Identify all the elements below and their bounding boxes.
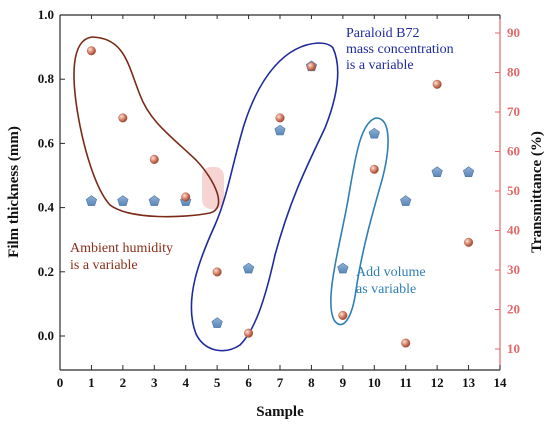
x-tick-label: 1 xyxy=(88,375,95,390)
y-right-tick-label: 40 xyxy=(507,223,520,238)
thickness-point xyxy=(368,127,380,139)
thickness-point xyxy=(242,262,255,274)
y-left-tick-label: 0.4 xyxy=(38,200,55,215)
b72-group-outline xyxy=(190,42,339,352)
thickness-point xyxy=(431,166,443,178)
thickness-point xyxy=(400,195,412,206)
transmittance-point xyxy=(464,237,474,247)
transmittance-point xyxy=(275,113,285,123)
x-tick-label: 2 xyxy=(120,375,127,390)
humidity-annotation: Ambient humidity is a variable xyxy=(70,241,177,273)
thickness-point xyxy=(274,124,286,136)
thickness-point xyxy=(85,195,98,206)
transmittance-point xyxy=(181,192,191,202)
x-tick-label: 11 xyxy=(400,375,412,390)
y-right-tick-label: 20 xyxy=(507,302,520,317)
thickness-point xyxy=(462,166,475,178)
transmittance-point xyxy=(212,267,222,277)
right-axis-title: Transmittance (%) xyxy=(529,131,545,253)
transmittance-point xyxy=(244,328,254,338)
x-tick-label: 3 xyxy=(151,375,158,390)
transmittance-point xyxy=(306,62,316,72)
thickness-point xyxy=(148,195,160,206)
y-right-tick-label: 30 xyxy=(507,262,520,277)
x-tick-label: 10 xyxy=(368,375,381,390)
y-left-tick-label: 1.0 xyxy=(38,7,54,22)
volume-group-outline xyxy=(330,117,389,326)
thickness-point xyxy=(337,262,349,274)
b72-annotation: Paraloid B72 mass concentration is a var… xyxy=(346,26,457,73)
transmittance-point xyxy=(118,113,128,123)
volume-annotation: Add volume as variable xyxy=(356,265,429,297)
left-axis-title: Film thickness (mm) xyxy=(6,126,22,258)
x-tick-label: 7 xyxy=(277,375,284,390)
humidity-group-outline xyxy=(73,36,220,218)
transmittance-point xyxy=(149,154,159,164)
x-axis-title: Sample xyxy=(256,404,304,420)
x-tick-label: 13 xyxy=(462,375,476,390)
transmittance-point xyxy=(338,310,348,320)
y-right-tick-label: 70 xyxy=(507,104,520,119)
x-tick-label: 14 xyxy=(494,375,508,390)
x-tick-label: 0 xyxy=(57,375,64,390)
sample-4-highlight xyxy=(202,167,224,209)
x-tick-label: 5 xyxy=(214,375,221,390)
y-left-tick-label: 0.8 xyxy=(38,71,55,86)
x-tick-label: 12 xyxy=(431,375,444,390)
y-left-tick-label: 0.0 xyxy=(38,328,54,343)
transmittance-point xyxy=(86,46,96,56)
y-left-tick-label: 0.6 xyxy=(38,135,55,150)
x-tick-label: 9 xyxy=(340,375,347,390)
transmittance-point xyxy=(401,338,411,348)
y-right-tick-label: 90 xyxy=(507,25,520,40)
x-tick-label: 6 xyxy=(245,375,252,390)
x-tick-label: 4 xyxy=(182,375,189,390)
x-tick-label: 8 xyxy=(308,375,315,390)
y-right-tick-label: 60 xyxy=(507,144,520,159)
transmittance-point xyxy=(432,79,442,89)
thickness-point xyxy=(211,317,223,328)
y-left-tick-label: 0.2 xyxy=(38,264,54,279)
y-right-tick-label: 80 xyxy=(507,65,520,80)
thickness-point xyxy=(117,195,129,206)
y-right-tick-label: 10 xyxy=(507,341,520,356)
transmittance-point xyxy=(369,164,379,174)
y-right-tick-label: 50 xyxy=(507,183,520,198)
